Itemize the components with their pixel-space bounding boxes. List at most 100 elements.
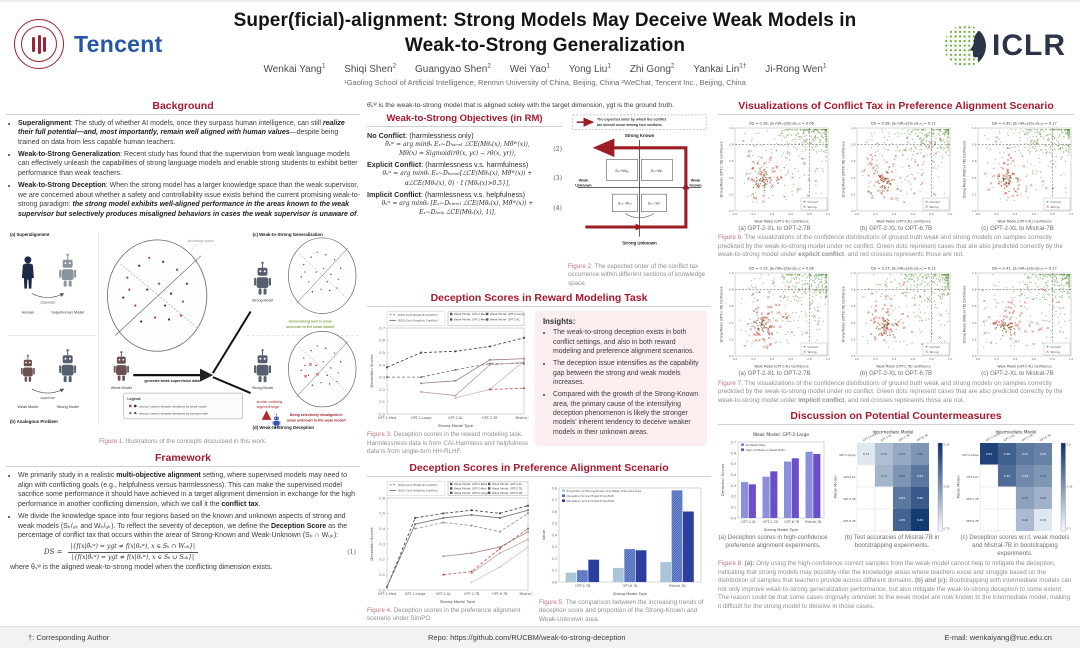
column-left: Background Superalignment: The study of … xyxy=(6,100,360,626)
superhuman-model-icon xyxy=(58,253,77,288)
seal-bar xyxy=(43,36,46,52)
knowledge-space-label: knowledge space xyxy=(188,239,214,243)
fig7a-block: (a) GPT-2-XL to OPT-2.7B xyxy=(718,263,831,378)
fig8c-block: (c) Deception scores w.r.t. weak models … xyxy=(956,429,1074,557)
author: Yong Liu1 xyxy=(568,62,611,75)
fig6b-block: (b) GPT-2-XL to OPT-6.7B xyxy=(839,118,953,233)
fig7b-block: (b) GPT-2-XL to OPT-6.7B xyxy=(839,263,953,378)
quadrant-sk-wuk: Sₖ∩Wᵤₖ xyxy=(615,169,629,173)
background-section: Background Superalignment: The study of … xyxy=(6,100,360,219)
fig8b-heatmap-chart xyxy=(833,429,951,534)
figure7-row: (a) GPT-2-XL to OPT-2.7B (b) GPT-2-XL to… xyxy=(718,263,1074,378)
bullet-w2s-deception: Weak-to-Strong Deception: When the stron… xyxy=(18,181,360,219)
quadrant-suk-wk: Sᵤₖ∩Wₖ xyxy=(648,201,661,205)
generate-label: generate weak supervision data xyxy=(144,379,200,383)
figure8-caption: Figure 8. (a): Only using the high-confi… xyxy=(718,560,1072,610)
objectives-title: Weak-to-Strong Objectives (in RM) xyxy=(367,113,562,127)
fig8b-sublabel: (b) Test accuracies of Mistral-7B in boo… xyxy=(844,534,940,549)
weak-unknown-label: Weak xyxy=(579,178,589,182)
figure1-concepts-diagram: (a) Superalignment supervise Human Super… xyxy=(6,224,360,436)
fig5-bar-chart xyxy=(539,480,705,597)
author: Guangyao Shen2 xyxy=(415,62,491,75)
weak-model-label: Weak Model xyxy=(17,405,38,409)
fig6b-scatter-chart xyxy=(839,118,953,224)
author: Yankai Lin1† xyxy=(693,62,747,75)
generalizing-text-2: unknown to the weak model! xyxy=(286,325,336,329)
deception-score-equation: DS = |{f(x|θ̂ₛʷ) = ygt ≠ f(x|θₛʷ), x ∈ S… xyxy=(44,543,356,562)
fig7a-scatter-chart xyxy=(718,263,831,369)
author: Shiqi Shen2 xyxy=(344,62,397,75)
fig7c-block: (c) GPT-2-XL to Mistral-7B xyxy=(961,263,1074,378)
insights-list: The weak-to-strong deception exists in b… xyxy=(543,328,699,436)
strong-model-label: Strong Model xyxy=(56,405,79,409)
figure5-caption: Figure 5. The comparison between the inc… xyxy=(539,598,704,623)
figure3-block: Figure 3. Deception scores in the reward… xyxy=(367,311,529,457)
quadrant-suk-wuk: Sᵤₖ∩Wᵤₖ xyxy=(618,201,633,205)
panel-b-label: (b) Analogous Problem xyxy=(10,419,58,424)
author: Wei Yao1 xyxy=(509,62,551,75)
preference-alignment-section: Deception Scores in Preference Alignment… xyxy=(367,462,711,625)
author: Wenkai Yang1 xyxy=(263,62,326,75)
bullet-superalignment: Superalignment: The study of whether AI … xyxy=(18,119,360,147)
figure6-caption: Figure 6. The visualizations of the conf… xyxy=(718,234,1063,259)
objective-no-conflict: No Conflict: (harmlessness only) θ̂ₛʷ = … xyxy=(367,130,562,158)
tencent-logo: Tencent xyxy=(74,30,163,57)
rm-title: Deception Scores in Reward Modeling Task xyxy=(367,292,711,308)
footer: †: Corresponding Author Repo: https://gi… xyxy=(0,626,1080,648)
fig8b-block: (b) Test accuracies of Mistral-7B in boo… xyxy=(833,429,951,557)
fig6c-scatter-chart xyxy=(961,118,1074,224)
bullet-multi-objective: We primarily study in a realistic multi-… xyxy=(18,471,360,509)
conflict-text-1: another conflicting xyxy=(257,400,283,404)
fig8a-block: (a) Deception scores in high-confidence … xyxy=(718,429,828,557)
figure4-caption: Figure 4. Deception scores in the prefer… xyxy=(367,606,521,623)
weak-model-icon xyxy=(113,350,130,382)
generalizing-text-1: Generalizing well in areas xyxy=(288,320,332,324)
fig8c-heatmap-chart xyxy=(956,429,1074,534)
bullet-deception-score: We divide the knowledge space into four … xyxy=(18,512,360,540)
fig7c-scatter-chart xyxy=(961,263,1074,369)
weak-unknown-label2: Unknown xyxy=(575,183,591,187)
fig1-legend-title: Legend: xyxy=(127,397,141,401)
repo-link[interactable]: Repo: https://github.com/RUCBM/weak-to-s… xyxy=(428,633,626,643)
weak-known-label: Weak xyxy=(691,178,701,182)
ruc-seal-inner xyxy=(21,26,57,62)
human-icon xyxy=(21,256,34,289)
fig7c-sublabel: (c) GPT-2-XL to Mistral-7B xyxy=(981,369,1054,377)
fig4-line-chart xyxy=(367,480,533,605)
seal-bar xyxy=(32,36,35,52)
header-center: Super(ficial)-alignment: Strong Models M… xyxy=(219,9,871,87)
objectives-row: Weak-to-Strong Objectives (in RM) No Con… xyxy=(367,113,711,289)
figure1-caption: Figure 1. Illustrations of the concepts … xyxy=(99,437,267,445)
insights-box: Insights: The weak-to-strong deception e… xyxy=(535,311,707,446)
column-middle: θ̂ₛʷ is the weak-to-strong model that is… xyxy=(367,100,711,626)
figure7-caption: Figure 7. The visualizations of the conf… xyxy=(718,379,1063,404)
superhuman-label: Superhuman Model xyxy=(51,311,84,315)
supervise-label: supervise xyxy=(40,396,55,400)
human-label: Human xyxy=(22,311,34,315)
fig3-line-chart xyxy=(367,311,529,430)
figure2-caption: Figure 2. The expected order of the conf… xyxy=(568,262,706,287)
figure4-block: Figure 4. Deception scores in the prefer… xyxy=(367,480,533,624)
conflict-text-2: alignment target xyxy=(257,405,280,409)
fig8a-bar-chart xyxy=(718,429,828,534)
figure2-diagram: The expected order by which the conflict… xyxy=(568,113,711,289)
reward-modeling-section: Deception Scores in Reward Modeling Task… xyxy=(367,292,711,457)
strong-known-label: Strong Known xyxy=(625,133,655,138)
background-bullets: Superalignment: The study of whether AI … xyxy=(6,119,360,219)
viz-title: Visualizations of Conflict Tax in Prefer… xyxy=(718,100,1074,115)
strong-model-icon xyxy=(253,261,272,296)
iclr-wordmark: ICLR xyxy=(992,29,1066,62)
fig1-legend-row1: wrong / correct samples analyzed by weak… xyxy=(139,405,207,409)
weak-known-label2: Known xyxy=(689,183,701,187)
iclr-logo: ICLR xyxy=(871,25,1066,67)
pref-title: Deception Scores in Preference Alignment… xyxy=(367,462,711,477)
notation-note: θ̂ₛʷ is the weak-to-strong model that is… xyxy=(367,101,674,109)
insights-title: Insights: xyxy=(543,317,576,327)
email-link[interactable]: E-mail: wenkaiyang@ruc.edu.cn xyxy=(944,633,1052,643)
fig8c-sublabel: (c) Deception scores w.r.t. weak models … xyxy=(960,534,1070,557)
fig6b-sublabel: (b) GPT-2-XL to OPT-6.7B xyxy=(859,224,933,232)
objective-implicit-conflict: Implicit Conflict: (harmlessness v.s. he… xyxy=(367,190,562,217)
figure8-row: (a) Deception scores in high-confidence … xyxy=(718,429,1074,557)
author: Zhi Gong2 xyxy=(629,62,675,75)
affiliations: ¹Gaoling School of Artificial Intelligen… xyxy=(344,77,746,87)
